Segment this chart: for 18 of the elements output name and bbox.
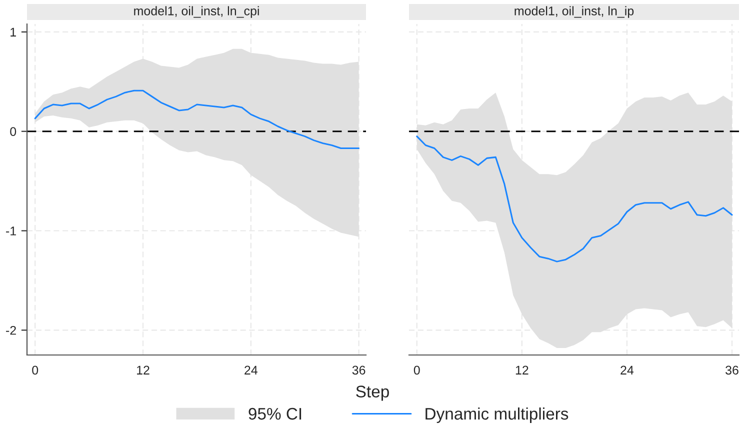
x-tick-label: 12 <box>516 366 528 374</box>
legend-label: Dynamic multipliers <box>426 407 568 423</box>
x-tick-label: 36 <box>726 366 738 375</box>
x-tick-label: 24 <box>620 366 634 374</box>
y-tick-label: -1 <box>6 226 16 236</box>
chart-title: model1, oil_inst, ln_cpi <box>134 6 259 18</box>
x-tick-label: 0 <box>414 366 420 375</box>
x-tick-label: 12 <box>137 366 150 374</box>
x-tick-label: 0 <box>32 366 38 375</box>
text: 95% CI <box>248 408 302 420</box>
x-tick-label: 36 <box>352 366 366 375</box>
x-axis-title: Step <box>356 386 389 401</box>
chart-title: model1, oil_inst, ln_ip <box>514 6 634 18</box>
y-tick-label: -2 <box>6 326 16 335</box>
x-tick-label: 24 <box>244 366 258 374</box>
line-series <box>34 90 360 150</box>
y-tick-label: 0 <box>10 127 16 136</box>
y-tick-label: 1 <box>10 28 16 36</box>
